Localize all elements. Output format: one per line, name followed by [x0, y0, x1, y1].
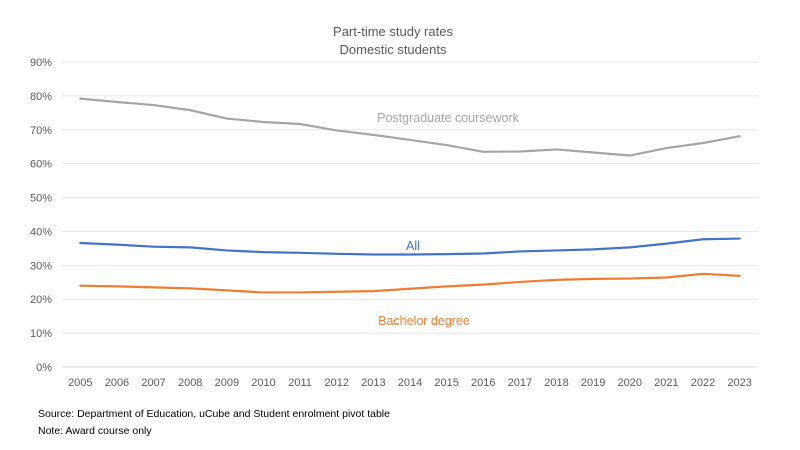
y-axis: 0% 10% 20% 30% 40% 50% 60% 70% 80% 90%	[30, 57, 52, 374]
x-tick-label: 2021	[654, 377, 678, 389]
award-note: Note: Award course only	[38, 425, 152, 437]
y-tick-label: 70%	[30, 125, 52, 137]
x-tick-label: 2023	[727, 377, 751, 389]
series-line-all	[79, 237, 741, 256]
x-tick-label: 2017	[508, 377, 532, 389]
x-axis: 2005 2006 2007 2008 2009 2010 2011 2012 2013 2014…	[68, 377, 752, 389]
y-tick-label: 10%	[30, 328, 52, 340]
y-tick-label: 50%	[30, 193, 52, 205]
series-lines	[79, 97, 741, 294]
chart-title: Part-time study rates	[333, 24, 453, 39]
x-tick-label: 2006	[105, 377, 129, 389]
x-tick-label: 2008	[178, 377, 202, 389]
y-tick-label: 20%	[30, 294, 52, 306]
gridlines	[62, 61, 758, 368]
x-tick-label: 2011	[288, 377, 312, 389]
series-label-all: All	[406, 239, 420, 253]
x-tick-label: 2015	[434, 377, 458, 389]
y-tick-label: 0%	[36, 362, 52, 374]
series-label-bachelor-degree: Bachelor degree	[378, 314, 470, 328]
y-tick-label: 40%	[30, 226, 52, 238]
series-line-bachelor-degree	[79, 272, 741, 294]
x-tick-label: 2016	[471, 377, 495, 389]
y-tick-label: 30%	[30, 260, 52, 272]
x-tick-label: 2012	[324, 377, 348, 389]
x-tick-label: 2005	[68, 377, 92, 389]
x-tick-label: 2020	[618, 377, 642, 389]
source-note: Source: Department of Education, uCube a…	[38, 408, 390, 420]
series-line-postgraduate-coursework	[79, 97, 741, 157]
x-tick-label: 2007	[141, 377, 165, 389]
x-tick-label: 2014	[398, 377, 422, 389]
x-tick-label: 2010	[251, 377, 275, 389]
x-tick-label: 2022	[691, 377, 715, 389]
y-tick-label: 80%	[30, 91, 52, 103]
chart-subtitle: Domestic students	[340, 42, 447, 57]
x-tick-label: 2019	[581, 377, 605, 389]
x-tick-label: 2013	[361, 377, 385, 389]
y-tick-label: 90%	[30, 57, 52, 69]
y-tick-label: 60%	[30, 159, 52, 171]
x-tick-label: 2009	[215, 377, 239, 389]
series-label-postgraduate-coursework: Postgraduate coursework	[377, 111, 519, 125]
x-tick-label: 2018	[544, 377, 568, 389]
